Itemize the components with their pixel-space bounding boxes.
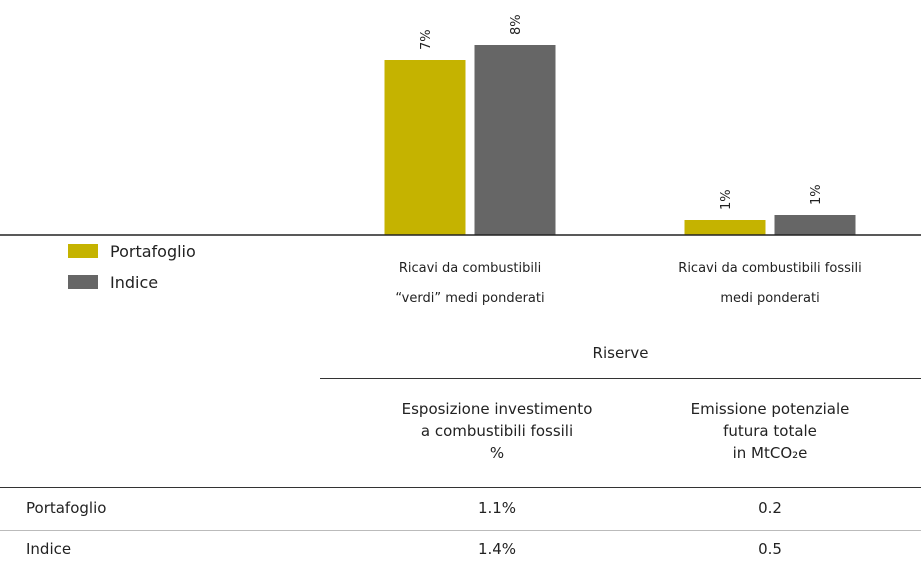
value-label: 8% [509, 14, 524, 35]
bar [684, 220, 766, 235]
rule [0, 530, 921, 531]
row-label: Portafoglio [26, 499, 107, 517]
rule [320, 378, 921, 379]
cell: 1.4% [477, 540, 517, 558]
legend-label: Portafoglio [110, 242, 196, 261]
cell: 0.2 [758, 499, 782, 517]
cell: 0.5 [758, 540, 782, 558]
bar [384, 60, 466, 235]
bar [774, 215, 856, 235]
column-header: Esposizione investimento a combustibili … [401, 400, 593, 462]
row-label: Indice [26, 540, 72, 558]
legend-label: Indice [110, 273, 159, 292]
x-tick-label: Ricavi da combustibili fossili medi pond… [678, 261, 862, 306]
legend-item: Indice [68, 273, 158, 292]
cell: 1.1% [477, 499, 517, 517]
value-label: 1% [719, 189, 734, 210]
legend-swatch [68, 275, 98, 289]
group-header: Riserve [592, 344, 649, 362]
legend-item: Portafoglio [68, 242, 196, 261]
chart: 7% 8% 1% 1% [0, 14, 921, 236]
bar [474, 45, 556, 235]
x-tick-label: Ricavi da combustibili “verdi” medi pond… [395, 261, 545, 306]
rule [0, 487, 921, 488]
column-header: Emissione potenziale futura totale in Mt… [690, 400, 850, 462]
value-label: 7% [419, 29, 434, 50]
value-label: 1% [809, 184, 824, 205]
legend-swatch [68, 244, 98, 258]
